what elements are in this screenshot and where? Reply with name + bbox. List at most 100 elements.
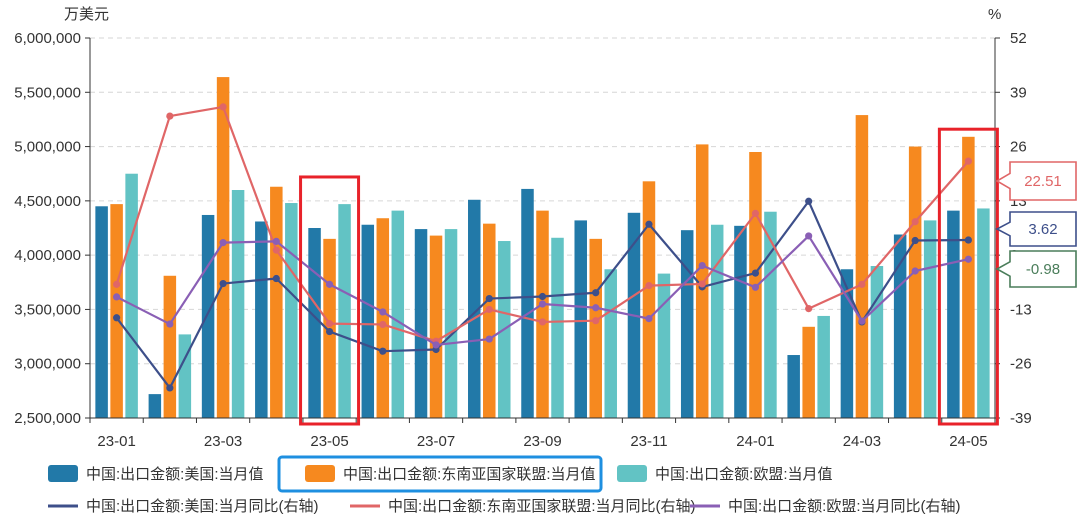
bar (908, 146, 922, 419)
line-point (379, 308, 387, 316)
line-point (219, 239, 227, 247)
right-axis-tick-label: -39 (1010, 410, 1032, 427)
bar (680, 230, 694, 418)
x-axis-tick-label: 24-03 (843, 433, 881, 450)
left-axis-tick-label: 4,000,000 (14, 247, 81, 264)
line-point (379, 347, 387, 355)
bar (361, 224, 375, 418)
x-axis-tick-label: 23-07 (417, 433, 455, 450)
line-point (805, 232, 813, 240)
bar (947, 210, 960, 418)
bar (391, 210, 405, 418)
bar (710, 224, 724, 418)
line-point (538, 292, 547, 301)
bar (255, 221, 268, 418)
line-point (538, 318, 547, 326)
callout-box (995, 161, 1077, 201)
line-point (325, 327, 334, 336)
bar (285, 203, 298, 418)
left-axis-tick-label: 5,500,000 (14, 84, 81, 101)
legend-swatch (48, 465, 78, 482)
x-axis-tick-label: 23-03 (204, 433, 242, 450)
right-axis-tick-label: 52 (1010, 30, 1027, 47)
line-point (379, 320, 387, 329)
line-point (485, 305, 493, 314)
line-point (645, 315, 653, 323)
legend-highlight-box (277, 455, 603, 493)
line-point (166, 320, 174, 328)
lines-layer (113, 103, 972, 392)
x-axis-tick-label: 24-01 (736, 433, 774, 450)
bar (817, 315, 830, 418)
line-point (698, 280, 706, 288)
bar (270, 186, 283, 418)
bar (657, 273, 671, 418)
bar (764, 211, 777, 418)
left-axis-tick-label: 2,500,000 (14, 410, 81, 427)
bar (178, 334, 192, 418)
line-point (698, 261, 706, 270)
line-point (166, 112, 174, 120)
right-axis-unit: % (988, 6, 1001, 23)
line-point (272, 246, 280, 254)
bar (734, 225, 747, 418)
bar (802, 326, 815, 418)
left-axis-tick-label: 3,500,000 (14, 301, 81, 318)
line-point (911, 218, 919, 226)
bar (483, 223, 496, 418)
legend-swatch (305, 465, 335, 482)
legend: 中国:出口金额:美国:当月值 中国:出口金额:东南亚国家联盟:当月值 中国:出口金额… (48, 455, 961, 515)
left-axis-tick-label: 4,500,000 (14, 193, 81, 210)
right-axis-tick-label: 39 (1010, 84, 1027, 101)
highlight-layer (299, 127, 999, 426)
line-point (751, 209, 760, 217)
line-point (485, 335, 493, 343)
bar (962, 136, 975, 419)
callout-label: 22.51 (1024, 173, 1062, 190)
line-point (751, 283, 760, 291)
bar (308, 228, 321, 418)
line-point (805, 304, 813, 313)
bar (125, 173, 138, 418)
callout-label: 3.62 (1028, 221, 1057, 238)
line-point (113, 293, 121, 301)
bar (589, 238, 602, 418)
legend-label: 中国:出口金额:欧盟:当月同比(右轴) (728, 498, 961, 515)
line-point (751, 269, 760, 277)
line-point (911, 267, 919, 275)
bar (338, 204, 351, 418)
line-point (432, 341, 440, 349)
bars-layer (95, 77, 990, 419)
bar (468, 199, 481, 418)
line-point (325, 320, 334, 328)
line-point (592, 317, 600, 325)
bar (574, 220, 587, 418)
right-axis-tick-label: 26 (1010, 139, 1027, 156)
legend-label: 中国:出口金额:美国:当月同比(右轴) (86, 498, 319, 515)
highlight-box (937, 127, 999, 426)
callout-layer: 22.51 3.62 -0.98 (995, 161, 1077, 288)
bar (840, 269, 854, 418)
callout-box (995, 250, 1077, 288)
line-point (219, 279, 227, 288)
right-axis-tick-label: -13 (1010, 301, 1032, 318)
bar (231, 190, 245, 418)
legend-label: 中国:出口金额:美国:当月值 (86, 466, 264, 483)
bar (201, 214, 215, 418)
line-point (858, 317, 866, 325)
line-point (964, 236, 972, 244)
bar (604, 269, 617, 418)
bar (893, 234, 907, 418)
bar (216, 77, 230, 418)
legend-label: 中国:出口金额:东南亚国家联盟:当月同比(右轴) (388, 498, 696, 515)
line-point (858, 280, 866, 288)
bar (414, 229, 428, 418)
line-point (964, 157, 972, 165)
legend-label: 中国:出口金额:欧盟:当月值 (655, 466, 833, 483)
line-point (645, 282, 653, 290)
line-point (805, 197, 813, 205)
callout-label: -0.98 (1026, 261, 1060, 278)
bar (148, 394, 162, 418)
